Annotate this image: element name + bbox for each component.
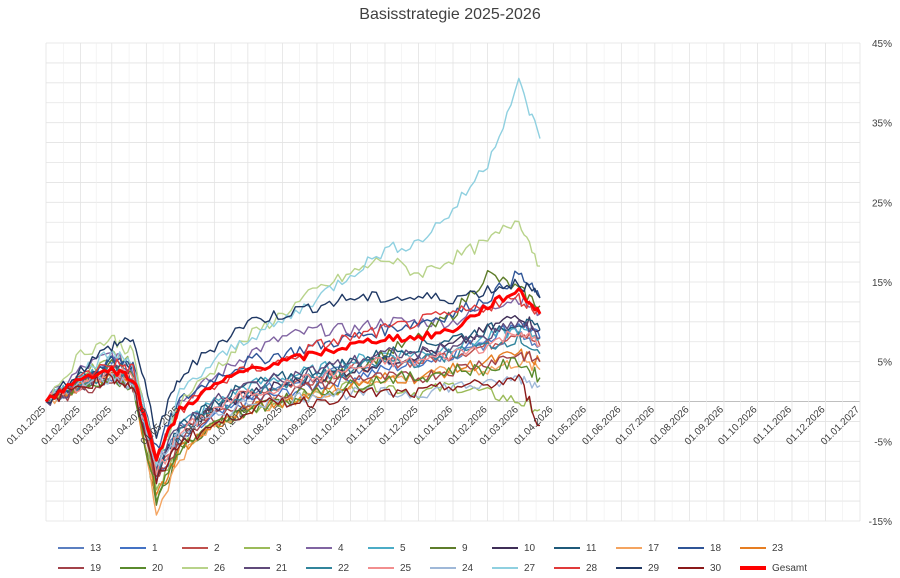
series-line-26 [45, 220, 541, 463]
legend-swatch [616, 547, 642, 549]
legend-swatch [368, 567, 394, 569]
legend-item-3: 3 [244, 543, 306, 554]
series-line-23 [45, 348, 541, 496]
y-tick-labels: 45% 35% 25% 15% 5% -5% -15% [869, 39, 892, 528]
legend-swatch [616, 567, 642, 569]
legend-item-1: 1 [120, 543, 182, 554]
legend-item-20: 20 [120, 563, 182, 574]
legend-label: 9 [462, 542, 468, 554]
legend-item-13: 13 [58, 543, 120, 554]
legend-item-21: 21 [244, 563, 306, 574]
legend-label: 30 [710, 562, 722, 574]
y-tick-label: 35% [872, 119, 892, 130]
legend-item-27: 27 [492, 563, 554, 574]
y-tick-label: -15% [869, 517, 892, 528]
legend-item-30: 30 [678, 563, 740, 574]
legend-item-9: 9 [430, 543, 492, 554]
legend-label: 21 [276, 562, 288, 574]
legend-item-24: 24 [430, 563, 492, 574]
legend-swatch [492, 547, 518, 549]
legend-item-11: 11 [554, 543, 616, 554]
legend-label: 10 [524, 542, 536, 554]
legend-label: 18 [710, 542, 722, 554]
legend-label: 23 [772, 542, 784, 554]
legend-item-4: 4 [306, 543, 368, 554]
legend-swatch [182, 547, 208, 549]
legend-label: 4 [338, 542, 344, 554]
legend-item-5: 5 [368, 543, 430, 554]
legend-label: 17 [648, 542, 660, 554]
legend-item-26: 26 [182, 563, 244, 574]
legend-swatch [120, 547, 146, 549]
legend-item-2: 2 [182, 543, 244, 554]
y-tick-label: 5% [878, 358, 893, 369]
legend-label: 22 [338, 562, 350, 574]
legend-label: 5 [400, 542, 406, 554]
legend-label: 24 [462, 562, 474, 574]
legend-label: 19 [90, 562, 102, 574]
legend-item-19: 19 [58, 563, 120, 574]
chart-legend: 13 1 2 3 4 5 9 10 11 17 18 23 19 20 26 21 22 25 24 27 28 29 30… [58, 538, 858, 578]
legend-label: 13 [90, 542, 102, 554]
legend-label: 28 [586, 562, 598, 574]
legend-item-18: 18 [678, 543, 740, 554]
legend-item-gesamt: Gesamt [740, 563, 820, 574]
legend-swatch [554, 547, 580, 549]
y-tick-label: 25% [872, 198, 892, 209]
legend-swatch [492, 567, 518, 569]
legend-swatch [678, 547, 704, 549]
legend-swatch [306, 567, 332, 569]
legend-label: 3 [276, 542, 282, 554]
legend-swatch [58, 547, 84, 549]
legend-row: 13 1 2 3 4 5 9 10 11 17 18 23 [58, 538, 858, 558]
legend-swatch [182, 567, 208, 569]
legend-item-29: 29 [616, 563, 678, 574]
legend-item-25: 25 [368, 563, 430, 574]
y-tick-label: -5% [874, 437, 892, 448]
series-lines [44, 77, 542, 516]
legend-item-17: 17 [616, 543, 678, 554]
legend-item-10: 10 [492, 543, 554, 554]
series-line-29 [45, 278, 541, 439]
legend-label: 26 [214, 562, 226, 574]
y-tick-label: 15% [872, 278, 892, 289]
legend-swatch [740, 566, 766, 570]
legend-swatch [120, 567, 146, 569]
legend-label: 27 [524, 562, 536, 574]
legend-swatch [678, 567, 704, 569]
legend-label: Gesamt [772, 562, 808, 574]
legend-swatch [554, 567, 580, 569]
legend-swatch [430, 547, 456, 549]
legend-label: 25 [400, 562, 412, 574]
series-line-4 [45, 295, 541, 459]
legend-swatch [244, 547, 270, 549]
legend-label: 20 [152, 562, 164, 574]
legend-row: 19 20 26 21 22 25 24 27 28 29 30 Gesamt [58, 558, 858, 578]
legend-label: 29 [648, 562, 660, 574]
series-line-30 [45, 372, 540, 485]
series-line-27 [45, 77, 541, 467]
y-tick-label: 45% [872, 39, 892, 50]
legend-swatch [430, 567, 456, 569]
chart-title: Basisstrategie 2025-2026 [359, 6, 541, 23]
legend-swatch [368, 547, 394, 549]
series-line-gesamt [44, 287, 542, 462]
legend-label: 2 [214, 542, 220, 554]
legend-swatch [58, 567, 84, 569]
legend-swatch [740, 547, 766, 549]
legend-label: 1 [152, 542, 158, 554]
legend-item-23: 23 [740, 543, 802, 554]
legend-label: 11 [586, 542, 597, 554]
legend-swatch [244, 567, 270, 569]
legend-swatch [306, 547, 332, 549]
legend-item-28: 28 [554, 563, 616, 574]
legend-item-22: 22 [306, 563, 368, 574]
